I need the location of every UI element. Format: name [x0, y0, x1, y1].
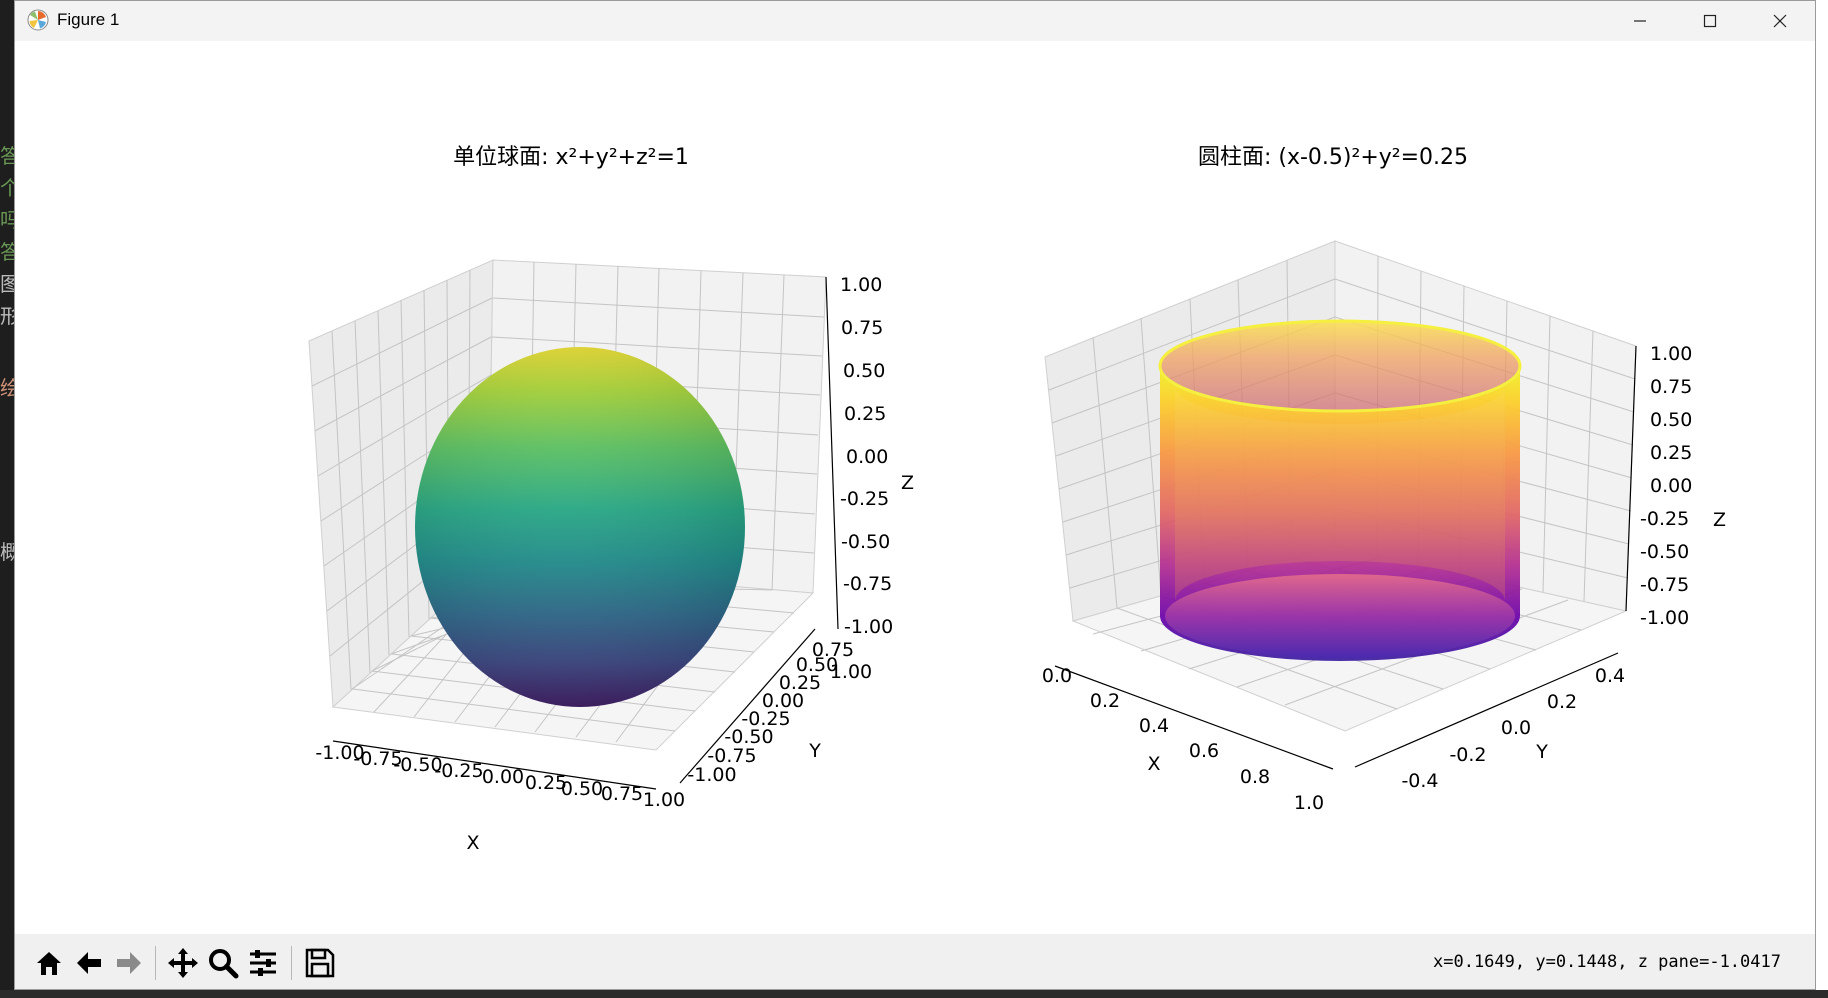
x-tick-label: 0.50 — [561, 778, 603, 800]
y-tick-label: 1.00 — [830, 661, 872, 683]
configure-subplots-button[interactable] — [246, 946, 280, 980]
home-icon — [37, 952, 61, 975]
magnifier-icon — [209, 949, 239, 979]
z-tick-label: -0.25 — [840, 488, 889, 510]
x-tick-label: -0.75 — [353, 748, 402, 770]
matplotlib-logo-icon — [27, 9, 49, 31]
background-taskbar-edge — [0, 990, 1828, 998]
x-axis-line — [332, 740, 657, 790]
move-icon — [168, 948, 198, 978]
y-tick-label: -0.4 — [1401, 770, 1438, 792]
z-axis-line — [1625, 345, 1637, 612]
x-tick-label: 0.8 — [1240, 766, 1270, 788]
x-axis-line — [1054, 665, 1334, 770]
y-tick-label: 0.0 — [1501, 717, 1531, 739]
z-tick-label: 0.25 — [844, 403, 886, 425]
subplot-cylinder: 圆柱面: (x-0.5)²+y²=0.25 — [1042, 145, 1726, 814]
z-tick-label: -0.25 — [1640, 508, 1689, 530]
x-tick-label: 0.25 — [525, 772, 567, 794]
z-tick-label: -0.50 — [1640, 541, 1689, 563]
x-tick-label: 0.6 — [1189, 740, 1219, 762]
x-tick-label: 0.75 — [601, 783, 643, 805]
y-axis-label: Y — [1535, 741, 1548, 763]
forward-button[interactable] — [112, 946, 146, 980]
sphere-shading — [415, 347, 745, 707]
z-tick-label: 0.50 — [1650, 409, 1692, 431]
arrow-right-icon — [117, 952, 141, 974]
cylinder-inner-wall — [1160, 321, 1520, 411]
y-tick-label: -0.25 — [741, 708, 790, 730]
x-tick-label: -0.25 — [434, 760, 483, 782]
x-axis-label: X — [466, 832, 479, 854]
minimize-icon — [1634, 20, 1646, 22]
y-tick-label: -0.75 — [707, 745, 756, 767]
background-window-edge — [1814, 0, 1828, 998]
y-axis-line — [1354, 652, 1619, 768]
y-tick-label: -0.50 — [724, 726, 773, 748]
cylinder-bottom-rim — [1165, 574, 1515, 658]
subplot-sphere: 单位球面: x²+y²+z²=1 — [308, 145, 914, 854]
x-tick-label: 1.0 — [1294, 792, 1324, 814]
x-tick-label: 0.2 — [1090, 690, 1120, 712]
cursor-coordinates-readout: x=0.1649, y=0.1448, z pane=-1.0417 — [1433, 952, 1781, 972]
minimize-button[interactable] — [1605, 1, 1675, 41]
z-tick-label: -1.00 — [844, 616, 893, 638]
y-tick-label: 0.50 — [796, 654, 838, 676]
z-tick-label: 0.00 — [846, 446, 888, 468]
y-tick-label: 0.2 — [1547, 691, 1577, 713]
arrow-left-icon — [77, 952, 101, 974]
y-tick-label: 0.00 — [762, 690, 804, 712]
z-tick-label: 1.00 — [840, 274, 882, 296]
x-axis-label: X — [1147, 753, 1160, 775]
z-tick-label: -0.75 — [1640, 574, 1689, 596]
save-button[interactable] — [303, 946, 337, 980]
z-tick-label: -1.00 — [1640, 607, 1689, 629]
close-button[interactable] — [1745, 1, 1815, 41]
figure-window: Figure 1 — [14, 0, 1816, 990]
z-axis-label: Z — [901, 472, 914, 494]
zoom-button[interactable] — [206, 946, 240, 980]
x-tick-label: -0.50 — [393, 754, 442, 776]
x-tick-label: -1.00 — [315, 742, 364, 764]
z-tick-label: 1.00 — [1650, 343, 1692, 365]
subplot-1-title: 单位球面: x²+y²+z²=1 — [453, 145, 689, 170]
pan-button[interactable] — [166, 946, 200, 980]
z-tick-label: 0.75 — [841, 317, 883, 339]
floppy-disk-icon — [305, 948, 335, 978]
navigation-toolbar: x=0.1649, y=0.1448, z pane=-1.0417 — [15, 934, 1815, 989]
y-axis-label: Y — [808, 740, 821, 762]
y-tick-label: 0.4 — [1595, 665, 1625, 687]
sliders-icon — [250, 950, 276, 976]
z-tick-label: 0.75 — [1650, 376, 1692, 398]
z-tick-label: 0.25 — [1650, 442, 1692, 464]
back-button[interactable] — [72, 946, 106, 980]
maximize-icon — [1703, 14, 1717, 28]
cylinder-top-rim — [1158, 319, 1522, 413]
z-axis-label: Z — [1713, 509, 1726, 531]
window-title: Figure 1 — [57, 10, 120, 29]
toolbar-separator — [291, 946, 292, 980]
x-tick-label: 0.4 — [1139, 715, 1169, 737]
z-tick-label: 0.00 — [1650, 475, 1692, 497]
z-tick-label: -0.75 — [843, 573, 892, 595]
close-icon — [1773, 14, 1787, 28]
maximize-button[interactable] — [1675, 1, 1745, 41]
y-tick-label: 0.25 — [779, 672, 821, 694]
y-tick-label: 0.75 — [812, 639, 854, 661]
x-tick-label: 1.00 — [643, 789, 685, 811]
z-tick-label: -0.50 — [841, 531, 890, 553]
x-tick-label: 0.0 — [1042, 665, 1072, 687]
subplot-2-title: 圆柱面: (x-0.5)²+y²=0.25 — [1198, 145, 1468, 170]
cylinder-inside-view — [1175, 386, 1505, 601]
y-tick-label: -0.2 — [1449, 744, 1486, 766]
figure-canvas[interactable]: 单位球面: x²+y²+z²=1 — [15, 41, 1815, 936]
z-tick-label: 0.50 — [843, 360, 885, 382]
y-tick-label: -1.00 — [687, 764, 736, 786]
z-axis-line — [825, 276, 839, 630]
title-bar[interactable]: Figure 1 — [15, 1, 1815, 41]
x-tick-label: 0.00 — [482, 766, 524, 788]
y-axis-line — [679, 628, 816, 784]
home-button[interactable] — [32, 946, 66, 980]
toolbar-separator — [155, 946, 156, 980]
